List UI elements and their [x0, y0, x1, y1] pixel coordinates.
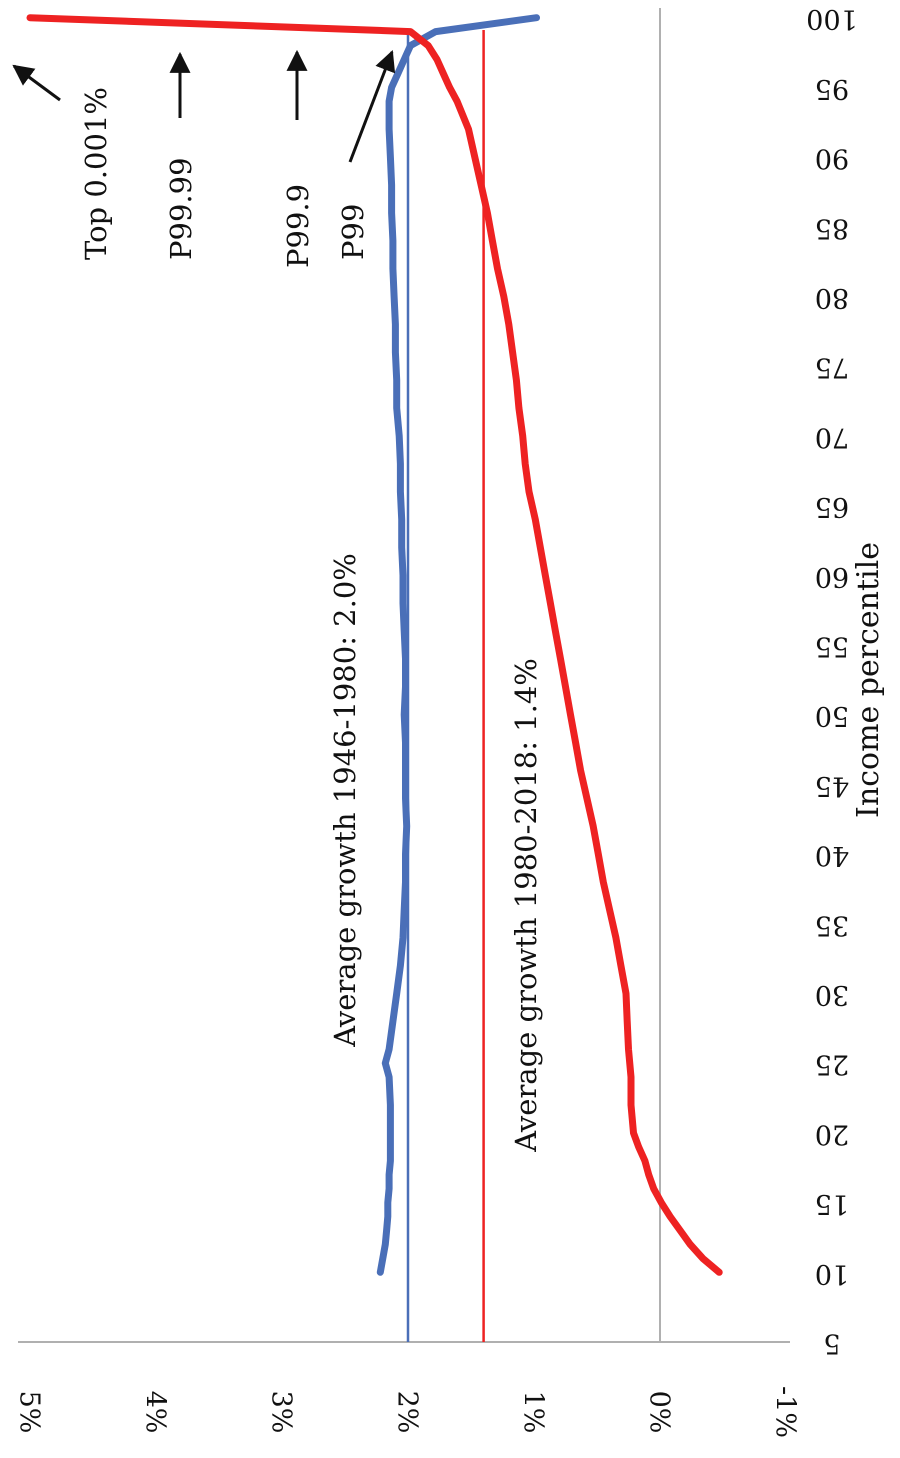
percentile-tick-label: 80: [815, 282, 849, 313]
percentile-tick-label: 75: [815, 352, 849, 383]
reference-line-label: Average growth 1980-2018: 1.4%: [509, 658, 543, 1153]
percentile-tick-label: 90: [815, 143, 849, 174]
annotation-label: P99.99: [164, 157, 198, 260]
percentile-tick-label: 55: [815, 631, 849, 662]
percentile-tick-label: 60: [815, 561, 849, 592]
reference-line-label: Average growth 1946-1980: 2.0%: [328, 553, 362, 1048]
percentile-tick-label: 10: [815, 1258, 849, 1289]
value-tick-label: 1%: [518, 1391, 549, 1434]
percentile-tick-label: 50: [815, 700, 849, 731]
percentile-tick-label: 20: [815, 1118, 849, 1149]
annotation-label: P99: [336, 204, 370, 260]
annotation-label: Top 0.001%: [79, 87, 113, 260]
percentile-tick-label: 85: [815, 212, 849, 243]
value-tick-label: -1%: [770, 1386, 801, 1438]
percentile-tick-label: 15: [815, 1188, 849, 1219]
value-tick-label: 5%: [14, 1391, 45, 1434]
value-tick-label: 3%: [266, 1391, 297, 1434]
percentile-tick-label: 65: [815, 491, 849, 522]
x-axis-title: Income percentile: [851, 542, 886, 818]
annotation-arrows-layer: [14, 52, 392, 162]
percentile-tick-label: 45: [815, 770, 849, 801]
percentile-tick-label: 95: [815, 73, 849, 104]
labels-layer: -1% 0% 1% 2% 3% 4% 5% 5 10 15 20 25 30 35 40 45 50 55 60 65…: [14, 3, 887, 1438]
percentile-tick-label: 40: [815, 840, 849, 871]
value-tick-label: 2%: [392, 1391, 423, 1434]
percentile-tick-label: 35: [815, 909, 849, 940]
annotation-label: P99.9: [281, 184, 315, 268]
percentile-tick-label: 100: [806, 3, 858, 34]
value-tick-label: 0%: [644, 1391, 675, 1434]
series-layer: [30, 18, 719, 1273]
series-line: [30, 18, 719, 1273]
percentile-tick-label: 30: [815, 979, 849, 1010]
percentile-tick-label: 70: [815, 421, 849, 452]
percentile-tick-label: 25: [815, 1049, 849, 1080]
reference-lines-layer: [408, 30, 484, 1342]
annotation-arrow: [14, 66, 60, 100]
value-tick-label: 4%: [140, 1391, 171, 1434]
percentile-tick-label: 5: [823, 1328, 840, 1359]
